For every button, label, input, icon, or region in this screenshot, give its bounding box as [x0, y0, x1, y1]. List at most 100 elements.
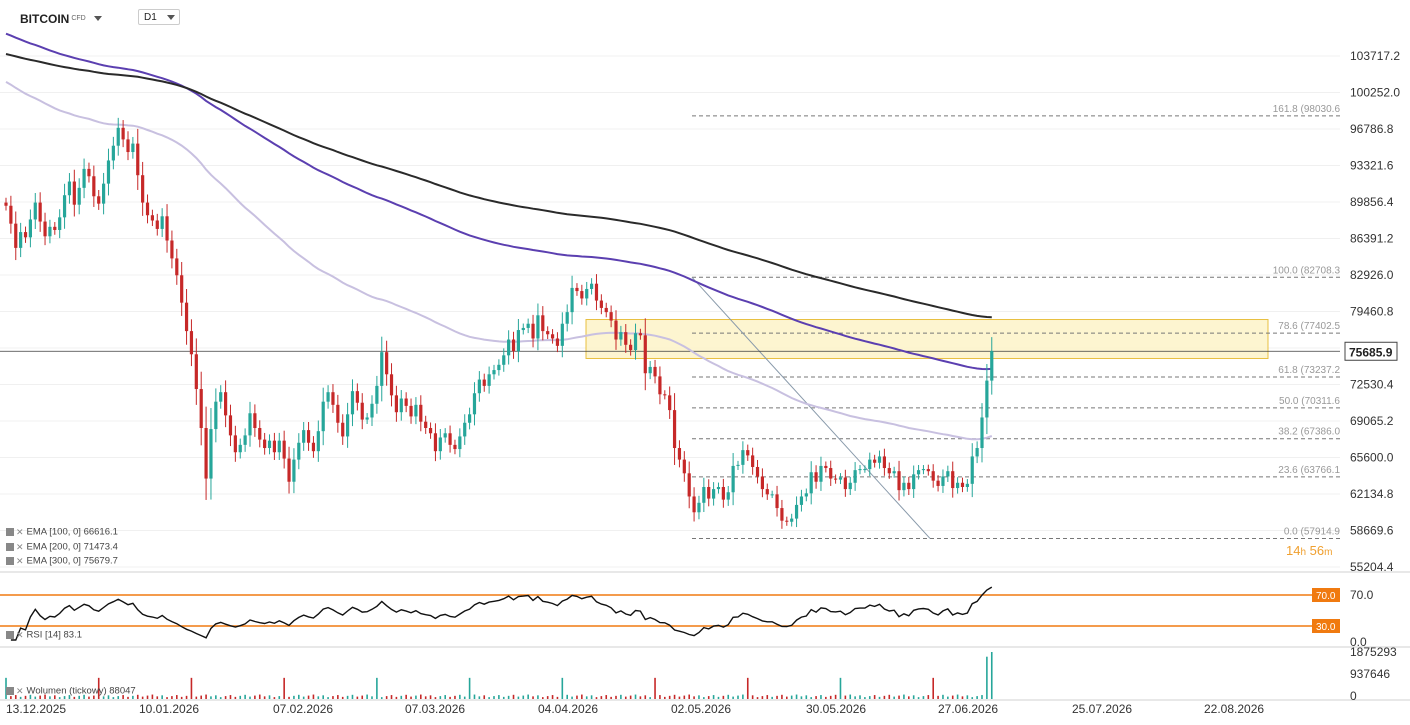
volume-bar [10, 696, 12, 699]
volume-bar [327, 697, 329, 699]
candle-body [263, 439, 267, 449]
price-axis-label: 82926.0 [1350, 268, 1394, 282]
volume-bar [278, 696, 281, 699]
volume-bar [673, 694, 676, 699]
chevron-down-icon[interactable] [93, 16, 102, 22]
timer-minutes: 56 [1309, 543, 1325, 558]
candle-body [912, 474, 916, 490]
volume-bar [19, 696, 22, 699]
close-icon[interactable]: ✕ [16, 686, 24, 696]
volume-bar [5, 677, 7, 699]
volume-bar [947, 696, 949, 699]
rsi-axis-label: 0.0 [1350, 635, 1367, 649]
timeframe-select[interactable]: D1 [138, 9, 180, 25]
settings-icon[interactable] [6, 542, 14, 551]
candle-body [819, 465, 823, 482]
volume-bar [629, 695, 632, 699]
candle-body [726, 492, 730, 500]
fib-level-label: 0.0 (57914.9 [1284, 526, 1341, 537]
candle-body [463, 422, 467, 437]
volume-bar [63, 696, 66, 699]
settings-icon[interactable] [6, 528, 14, 536]
candle-body [502, 355, 506, 365]
candle-body [272, 440, 276, 453]
volume-bar [727, 694, 730, 699]
volume-bar [707, 696, 710, 699]
candle-body [960, 482, 965, 487]
candle-body [834, 478, 838, 480]
settings-icon[interactable] [6, 557, 14, 566]
candle-body [458, 436, 462, 450]
volume-bar [356, 696, 359, 699]
candle-body [809, 472, 813, 494]
close-icon[interactable]: ✕ [16, 527, 24, 537]
price-axis-label: 72530.4 [1350, 378, 1394, 392]
candle-body [209, 429, 213, 479]
volume-bar [341, 696, 344, 699]
volume-legend[interactable]: ✕ Wolumen (tickowy) 88047 [6, 684, 136, 699]
volume-bar [537, 695, 539, 699]
volume-bar [337, 695, 339, 699]
volume-bar [771, 696, 773, 699]
volume-bar [366, 694, 368, 699]
volume-bar [956, 694, 959, 699]
symbol-header[interactable]: BITCOIN CFD [20, 10, 102, 28]
rsi-legend[interactable]: ✕ RSI [14] 83.1 [6, 628, 82, 643]
candle-body [731, 465, 735, 493]
volume-bar [405, 694, 407, 699]
candle-body [760, 476, 764, 490]
legend-ema100[interactable]: ✕ EMA [100, 0] 66616.1 [6, 525, 118, 540]
legend-ema200-label: EMA [200, 0] 71473.4 [26, 541, 118, 553]
candle-body [863, 469, 867, 471]
candle-body [770, 494, 774, 496]
candle-body [155, 220, 159, 229]
volume-bar [615, 695, 617, 699]
candle-body [248, 413, 252, 436]
volume-bar [268, 695, 271, 699]
candle-body [58, 217, 62, 230]
close-icon[interactable]: ✕ [16, 541, 24, 552]
price-axis-label: 100252.0 [1350, 86, 1400, 100]
settings-icon[interactable] [6, 631, 14, 639]
candle-body [180, 275, 184, 303]
candle-body [53, 226, 57, 230]
volume-bar [180, 696, 183, 699]
volume-bar [302, 696, 305, 699]
candle-body [306, 430, 311, 443]
close-icon[interactable]: ✕ [16, 556, 24, 567]
legend-ema200[interactable]: ✕ EMA [200, 0] 71473.4 [6, 540, 118, 555]
candle-body [224, 392, 228, 416]
candle-body [975, 448, 979, 457]
volume-bar [683, 695, 686, 699]
ema300-line [5, 53, 992, 319]
legend-ema300[interactable]: ✕ EMA [300, 0] 75679.7 [6, 554, 118, 569]
candle-body [751, 455, 755, 467]
volume-bar [273, 697, 276, 699]
candle-body [897, 471, 901, 491]
candle-body [419, 404, 423, 422]
candle-body [267, 440, 272, 449]
volume-bar [29, 694, 32, 699]
candle-body [936, 480, 940, 486]
candle-body [82, 168, 86, 188]
volume-bar [776, 695, 778, 699]
candle-body [170, 240, 174, 259]
candle-body [165, 216, 169, 241]
price-axis-label: 65600.0 [1350, 451, 1394, 465]
volume-bar [878, 696, 881, 699]
close-icon[interactable]: ✕ [16, 630, 24, 640]
volume-bar [122, 695, 124, 699]
candle-body [77, 187, 81, 205]
candle-body [277, 440, 281, 453]
volume-bar [459, 694, 461, 699]
volume-bar [449, 696, 451, 699]
settings-icon[interactable] [6, 687, 14, 695]
candle-body [326, 392, 330, 402]
candle-body [829, 468, 833, 479]
volume-bar [624, 696, 627, 699]
candle-body [48, 226, 52, 237]
volume-bar [156, 696, 159, 699]
candle-body [116, 127, 120, 146]
candle-body [970, 456, 974, 484]
